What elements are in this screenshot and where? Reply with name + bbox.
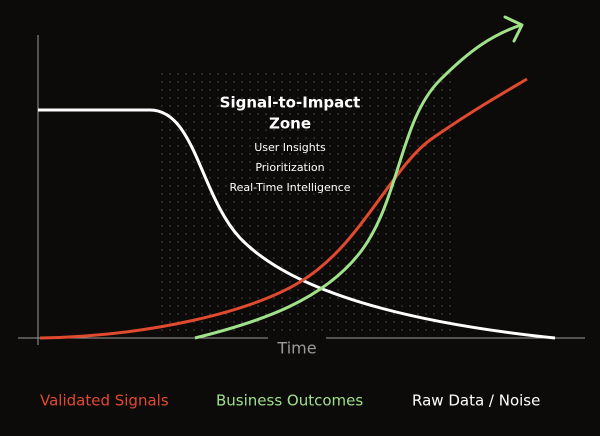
legend-entry: Validated Signals	[40, 392, 169, 410]
noise-curve	[38, 108, 556, 340]
signals-curve	[39, 77, 528, 340]
x-axis-label: Time	[276, 339, 316, 358]
legend-entry: Raw Data / Noise	[412, 392, 540, 410]
legend-entry: Business Outcomes	[216, 392, 363, 410]
zone-item: User Insights	[254, 141, 326, 154]
zone-item: Real-Time Intelligence	[229, 181, 350, 194]
outcomes-curve	[194, 23, 522, 340]
zone-title: Zone	[269, 115, 311, 133]
zone-title: Signal-to-Impact	[220, 94, 361, 112]
zone-item: Prioritization	[255, 161, 324, 174]
zone-area	[155, 68, 455, 336]
arrow-head	[503, 15, 524, 43]
